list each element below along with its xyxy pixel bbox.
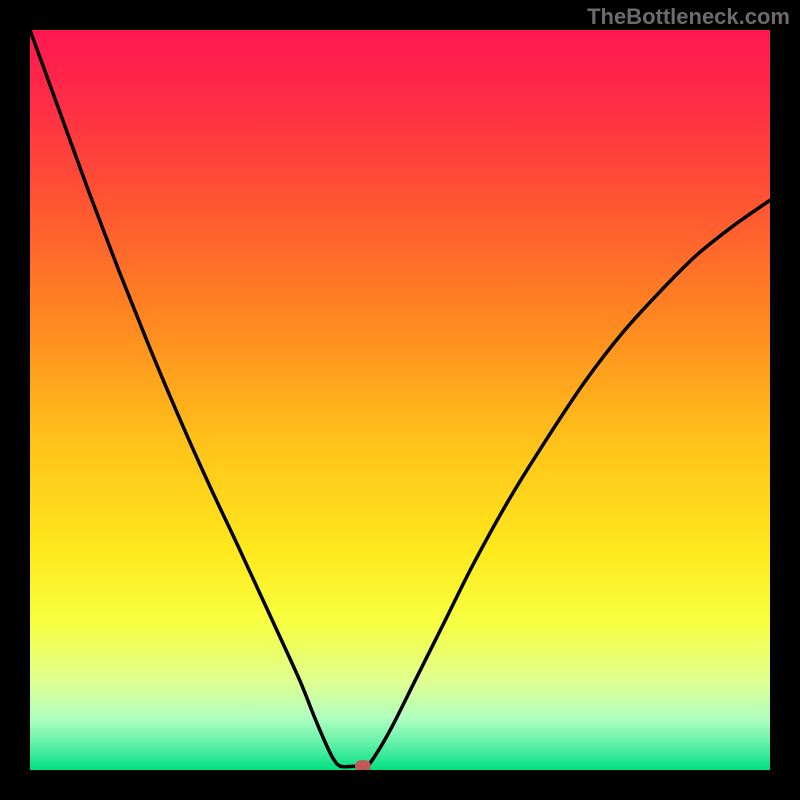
plot-area bbox=[30, 30, 770, 770]
chart-container: TheBottleneck.com bbox=[0, 0, 800, 800]
watermark-text: TheBottleneck.com bbox=[587, 4, 790, 30]
bottleneck-curve bbox=[30, 30, 770, 770]
curve-path bbox=[30, 30, 770, 767]
optimal-point-marker bbox=[355, 760, 371, 770]
